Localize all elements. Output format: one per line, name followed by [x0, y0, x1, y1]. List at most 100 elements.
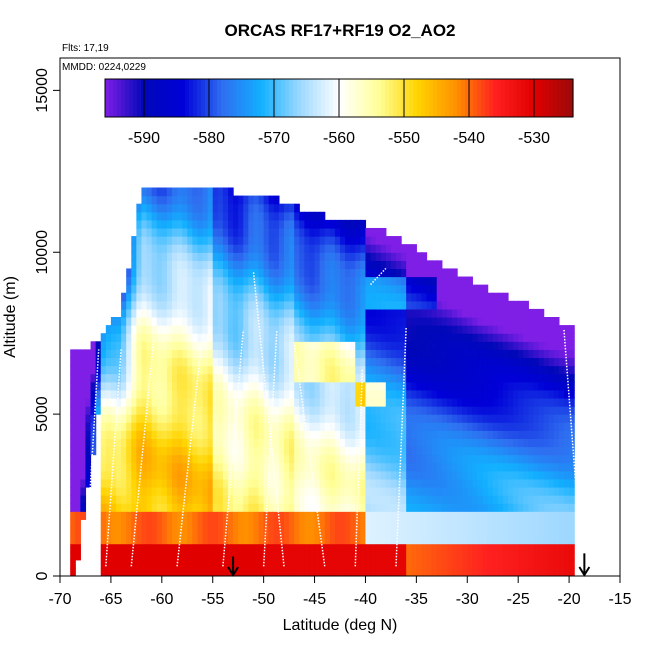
heatmap-cell [533, 495, 540, 504]
heatmap-cell [166, 187, 173, 197]
heatmap-cell [350, 495, 356, 504]
heatmap-cell [370, 236, 377, 245]
heatmap-cell [406, 317, 412, 326]
heatmap-cell [146, 543, 153, 553]
heatmap-cell [385, 317, 392, 326]
heatmap-cell [462, 357, 468, 367]
heatmap-cell [543, 551, 550, 561]
heatmap-cell [161, 268, 168, 278]
heatmap-cell [558, 349, 565, 359]
heatmap-cell [401, 486, 407, 496]
heatmap-cell [385, 308, 392, 318]
heatmap-cell [360, 503, 367, 512]
heatmap-cell [360, 511, 367, 520]
heatmap-cell [222, 551, 229, 561]
heatmap-cell [416, 389, 423, 399]
heatmap-cell [80, 495, 87, 504]
heatmap-cell [375, 284, 382, 294]
heatmap-cell [289, 317, 295, 326]
heatmap-cell [452, 438, 458, 448]
heatmap-cell [304, 268, 311, 278]
colorbar-swatch [301, 79, 306, 117]
heatmap-cell [294, 308, 300, 318]
heatmap-cell [538, 397, 545, 407]
heatmap-cell [538, 454, 545, 464]
heatmap-cell [284, 567, 290, 576]
heatmap-cell [100, 373, 107, 383]
heatmap-cell [380, 227, 387, 237]
heatmap-cell [253, 284, 260, 294]
heatmap-cell [340, 236, 346, 245]
heatmap-cell [110, 325, 117, 334]
heatmap-cell [436, 373, 443, 383]
colorbar-swatch [509, 79, 514, 117]
heatmap-cell [202, 333, 209, 342]
heatmap-cell [228, 284, 234, 294]
heatmap-cell [340, 268, 346, 278]
heatmap-cell [233, 219, 239, 229]
heatmap-cell [233, 211, 239, 221]
heatmap-cell [324, 292, 331, 302]
heatmap-cell [100, 519, 107, 529]
colorbar-swatch [213, 79, 218, 117]
heatmap-cell [523, 397, 529, 407]
heatmap-cell [543, 325, 550, 334]
heatmap-cell [380, 511, 387, 520]
heatmap-cell [538, 349, 545, 359]
heatmap-cell [75, 381, 81, 391]
heatmap-cell [370, 543, 377, 553]
x-tick-label: -30 [456, 591, 479, 608]
heatmap-cell [258, 227, 265, 237]
heatmap-cell [207, 195, 214, 205]
heatmap-cell [380, 551, 387, 561]
heatmap-cell [233, 470, 239, 480]
heatmap-cell [360, 333, 367, 342]
heatmap-cell [304, 260, 311, 270]
heatmap-cell [548, 543, 555, 553]
heatmap-cell [156, 333, 163, 342]
heatmap-cell [314, 470, 321, 480]
heatmap-cell [345, 511, 351, 520]
heatmap-cell [457, 503, 463, 512]
heatmap-cell [385, 300, 392, 310]
heatmap-cell [411, 567, 417, 576]
heatmap-cell [192, 559, 199, 569]
heatmap-cell [421, 397, 428, 407]
heatmap-cell [426, 406, 433, 415]
heatmap-cell [90, 397, 97, 407]
heatmap-cell [396, 357, 402, 367]
heatmap-cell [360, 373, 367, 383]
heatmap-cell [222, 543, 229, 553]
heatmap-cell [172, 478, 178, 488]
heatmap-cell [406, 252, 412, 261]
heatmap-cell [390, 446, 397, 456]
heatmap-cell [233, 252, 239, 261]
heatmap-cell [80, 381, 87, 391]
heatmap-cell [431, 292, 438, 302]
heatmap-cell [217, 317, 224, 326]
heatmap-cell [518, 503, 524, 512]
heatmap-cell [136, 511, 143, 520]
heatmap-cell [380, 244, 387, 253]
heatmap-cell [416, 333, 423, 342]
heatmap-cell [121, 422, 127, 431]
heatmap-cell [141, 438, 148, 448]
heatmap-cell [309, 414, 316, 423]
heatmap-cell [187, 244, 193, 253]
heatmap-cell [192, 236, 199, 245]
heatmap-cell [192, 365, 199, 375]
heatmap-cell [299, 219, 305, 229]
heatmap-cell [564, 478, 570, 488]
heatmap-cell [482, 446, 489, 456]
heatmap-cell [278, 511, 285, 520]
heatmap-cell [126, 276, 132, 286]
heatmap-cell [217, 260, 224, 270]
heatmap-cell [416, 559, 423, 569]
heatmap-cell [355, 276, 361, 286]
heatmap-cell [477, 414, 484, 423]
colorbar-swatch [325, 79, 330, 117]
heatmap-cell [116, 333, 122, 342]
heatmap-cell [446, 292, 453, 302]
heatmap-cell [207, 486, 214, 496]
heatmap-cell [197, 195, 204, 205]
